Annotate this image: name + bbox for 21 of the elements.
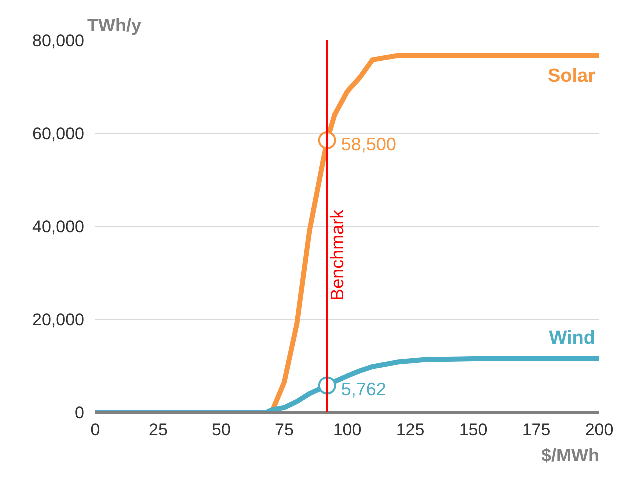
x-tick-label: 125 (396, 420, 425, 440)
y-axis-title: TWh/y (88, 16, 142, 36)
y-tick-label: 40,000 (32, 218, 85, 236)
series-label: Solar (548, 66, 596, 87)
x-tick-label: 100 (333, 420, 362, 440)
x-tick-label: 50 (212, 420, 231, 440)
x-tick-label: 175 (522, 420, 551, 440)
y-tick-label: 20,000 (32, 310, 85, 330)
y-tick-label: 0 (75, 404, 85, 422)
x-tick-label: 75 (275, 420, 294, 440)
annotation: 5,762 (341, 380, 386, 400)
series-label: Wind (549, 328, 596, 350)
x-tick-label: 0 (90, 420, 100, 440)
annotation: 58,500 (341, 134, 396, 154)
x-tick-label: 150 (459, 420, 488, 440)
y-tick-label: 80,000 (32, 32, 85, 50)
x-tick-label: 200 (585, 420, 614, 440)
ref-line-label: Benchmark (327, 208, 348, 301)
y-tick-label: 60,000 (32, 124, 85, 144)
x-axis-title: $/MWh (542, 446, 600, 466)
x-tick-label: 25 (149, 420, 168, 440)
